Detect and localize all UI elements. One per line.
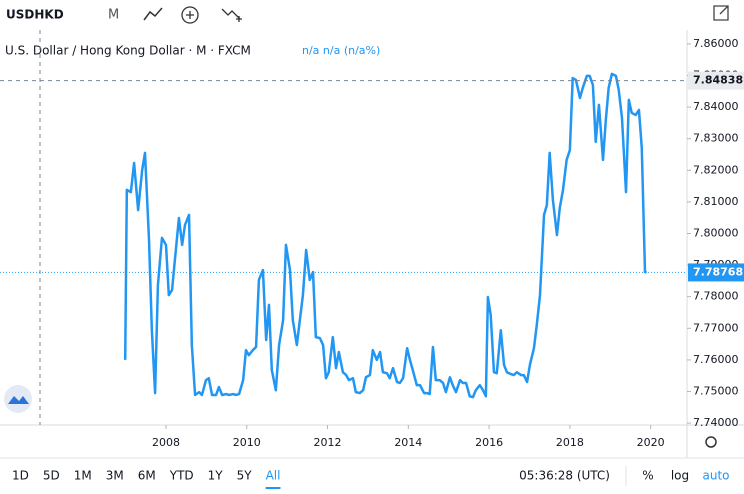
y-tick-label: 7.84000: [693, 100, 739, 113]
x-tick-label: 2016: [475, 436, 503, 449]
chart-type-icon[interactable]: [143, 7, 163, 21]
range-button[interactable]: YTD: [169, 469, 194, 483]
range-button[interactable]: 6M: [138, 469, 156, 483]
indicators-icon[interactable]: [221, 8, 242, 22]
last-price-tag: [688, 263, 744, 282]
range-button[interactable]: 5Y: [237, 469, 253, 483]
range-button[interactable]: 1D: [12, 469, 29, 483]
scale-option[interactable]: log: [671, 469, 689, 483]
y-tick-label: 7.82000: [693, 163, 739, 176]
settings-icon[interactable]: [705, 436, 717, 448]
range-button[interactable]: 1M: [74, 469, 92, 483]
y-tick-label: 7.76000: [693, 353, 739, 366]
x-tick-label: 2012: [314, 436, 342, 449]
range-button[interactable]: 1Y: [208, 469, 224, 483]
last-price-label: 7.78768: [693, 265, 743, 278]
y-tick-label: 7.81000: [693, 195, 739, 208]
compare-icon[interactable]: [181, 6, 199, 24]
x-tick-label: 2014: [394, 436, 422, 449]
y-tick-label: 7.77000: [693, 321, 739, 334]
range-button[interactable]: 3M: [106, 469, 124, 483]
scale-option[interactable]: auto: [702, 469, 729, 483]
logo: [8, 396, 29, 404]
clock: 05:36:28 (UTC): [519, 469, 610, 483]
logo-bg[interactable]: [4, 385, 32, 413]
y-tick-label: 7.78000: [693, 290, 739, 303]
legend-values: n/a n/a (n/a%): [302, 44, 380, 57]
x-tick-label: 2010: [233, 436, 261, 449]
chart-title: U.S. Dollar / Hong Kong Dollar · M · FXC…: [5, 44, 251, 58]
fullscreen-icon[interactable]: [713, 5, 729, 21]
compare-plus: [186, 11, 194, 19]
y-tick-label: 7.75000: [693, 385, 739, 398]
x-tick-label: 2008: [152, 436, 180, 449]
y-tick-label: 7.80000: [693, 227, 739, 240]
crosshair-price-tag: [688, 71, 744, 90]
range-button[interactable]: 5D: [43, 469, 60, 483]
x-tick-label: 2018: [556, 436, 584, 449]
price-line: [123, 72, 647, 399]
crosshair-price-label: 7.84838: [693, 74, 743, 87]
interval[interactable]: M: [108, 8, 119, 23]
scale-option[interactable]: %: [642, 469, 653, 483]
y-tick-label: 7.86000: [693, 37, 739, 50]
range-button[interactable]: All: [266, 469, 281, 483]
x-tick-label: 2020: [637, 436, 665, 449]
y-tick-label: 7.83000: [693, 132, 739, 145]
y-tick-label: 7.74000: [693, 416, 739, 429]
symbol[interactable]: USDHKD: [6, 8, 64, 22]
